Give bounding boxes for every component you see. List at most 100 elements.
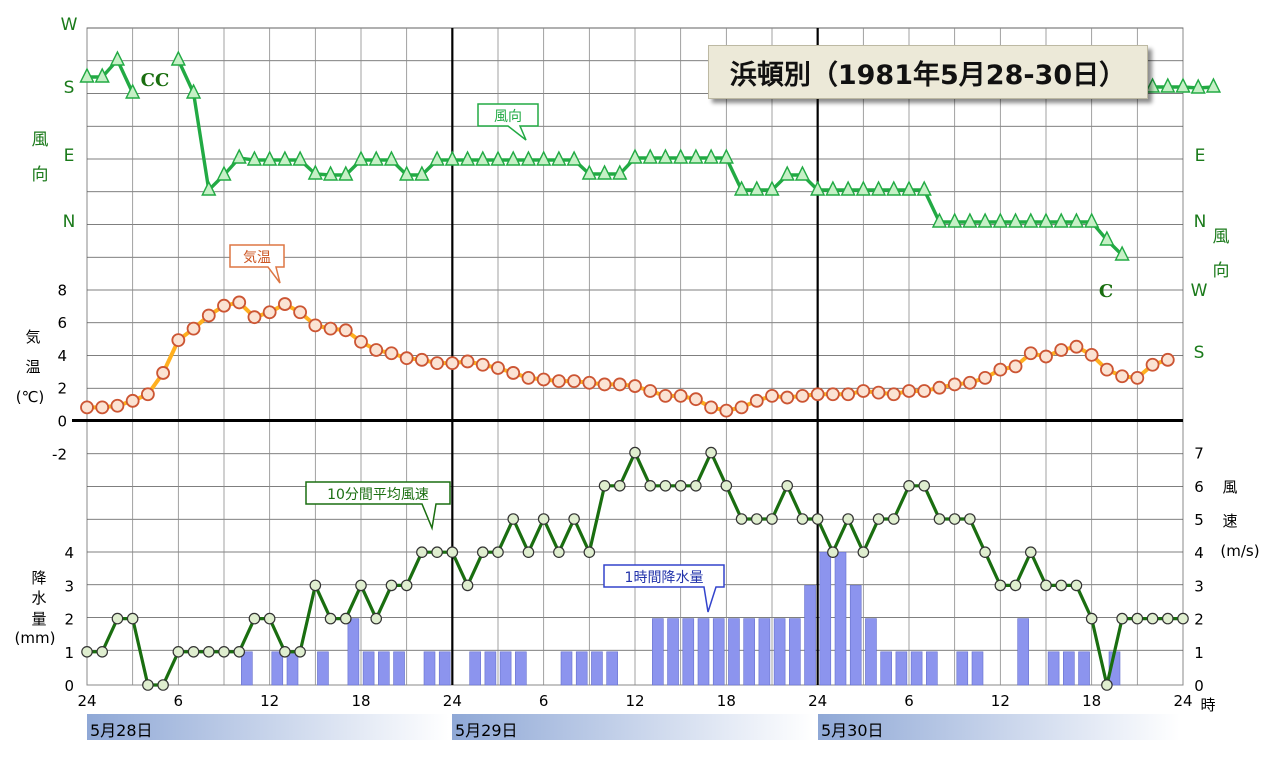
wind-dir-callout: 風向: [477, 103, 539, 141]
wind-speed-point: [1177, 612, 1189, 625]
wind-speed-point: [1101, 679, 1113, 691]
date-band-3: 5月30日: [818, 714, 1180, 740]
precip-bar: [393, 651, 405, 686]
wind-speed-point: [705, 446, 717, 459]
wind-dir-callout-label: 風向: [494, 109, 522, 125]
temperature-point: [1039, 349, 1053, 364]
right-wind-dir-title-1: 風: [1213, 227, 1230, 247]
precip-tick-label: 4: [64, 544, 74, 562]
temperature-point: [658, 388, 673, 403]
precip-bar: [560, 651, 573, 686]
wind-dir-point: [581, 164, 597, 180]
wind-dir-point: [216, 165, 232, 181]
calm-marker-1: CC: [141, 70, 170, 91]
wind-speed-point: [537, 513, 550, 525]
temperature-callout-label: 気温: [243, 250, 271, 266]
wind-speed-point: [355, 579, 367, 592]
precip-bar: [712, 618, 725, 686]
wind-dir-point: [962, 212, 978, 228]
precip-title-2: 水: [31, 589, 46, 607]
x-tick-label: 18: [717, 692, 736, 710]
wind-dir-point: [368, 150, 384, 166]
wind-speed-point: [202, 645, 215, 658]
wind-speed-point: [720, 479, 733, 492]
wind-dir-point: [231, 148, 247, 164]
temperature-point: [506, 366, 521, 380]
temperature-point: [293, 305, 308, 320]
wind-dir-point: [931, 212, 948, 228]
temperature-point: [1069, 339, 1084, 354]
precip-callout: 1時間降水量: [603, 564, 725, 613]
precip-title-3: 量: [31, 610, 46, 628]
temperature-point: [369, 343, 384, 357]
temperature-point: [582, 375, 597, 390]
wind-speed-point: [1024, 546, 1037, 558]
temp-tick-label: 4: [57, 347, 67, 365]
wind-speed-point: [142, 679, 154, 691]
temperature-point: [688, 392, 703, 407]
wind-dir-point: [1114, 245, 1130, 261]
temperature-point: [1054, 343, 1069, 357]
wind-dir-point: [277, 150, 293, 166]
wind-speed-callout: 10分間平均風速: [305, 481, 451, 531]
wind-dir-point: [703, 148, 719, 164]
temperature-point: [902, 384, 916, 398]
chart-title-box: 浜頓別（1981年5月28-30日）: [708, 45, 1148, 99]
wind-dir-point: [916, 180, 932, 196]
precip-bar: [758, 618, 771, 686]
wind-dir-point: [475, 150, 491, 166]
wind-speed-point: [370, 612, 383, 625]
wind-dir-point: [794, 165, 811, 181]
temperature-point: [521, 370, 536, 385]
precip-bar: [789, 618, 801, 686]
x-tick-label: 18: [351, 692, 370, 710]
precip-bar: [910, 651, 923, 686]
wind-dir-point: [262, 150, 278, 166]
precip-bar: [895, 651, 908, 686]
temperature-point: [780, 390, 795, 405]
temperature-point: [917, 384, 932, 398]
precip-tick-label: 0: [64, 677, 74, 695]
temperature-point: [414, 352, 429, 367]
wind-speed-point: [948, 513, 961, 525]
temperature-point: [80, 400, 94, 415]
wind-speed-point: [476, 546, 489, 558]
precip-bar: [1063, 651, 1075, 686]
wind-speed-tick-label: 6: [1194, 478, 1204, 496]
precip-bar: [819, 551, 832, 686]
wind-speed-point: [872, 513, 885, 525]
wind-dir-point: [536, 150, 552, 166]
wind-speed-point: [811, 513, 824, 525]
temperature-point: [491, 361, 505, 375]
temp-tick-label: 6: [57, 314, 67, 332]
precip-bar: [667, 618, 679, 686]
wind-speed-point: [827, 546, 839, 558]
precip-bar: [362, 651, 375, 686]
temperature-point: [430, 356, 445, 371]
x-tick-label: 24: [443, 692, 462, 710]
wind-speed-tick-label: 3: [1194, 577, 1204, 595]
x-tick-label: 24: [1173, 692, 1192, 710]
wind-dir-point: [307, 164, 323, 180]
wind-speed-point: [1070, 579, 1083, 592]
wind-dir-point: [947, 212, 963, 228]
precip-bar: [499, 651, 512, 686]
date-label-3: 5月30日: [821, 721, 884, 740]
x-tick-label: 12: [991, 692, 1010, 710]
temp-title-1: 気: [25, 328, 40, 346]
precip-bar: [971, 651, 984, 686]
wind-speed-point: [1055, 579, 1068, 592]
wind-dir-scale-left: S: [64, 78, 75, 98]
wind-speed-point: [263, 612, 276, 625]
wind-speed-point: [507, 513, 520, 525]
wind-dir-point: [810, 180, 826, 196]
wind-speed-point: [735, 513, 748, 525]
precip-bar: [834, 551, 847, 686]
wind-speed-point: [994, 579, 1007, 592]
wind-dir-point: [825, 180, 841, 196]
precip-bar: [515, 651, 527, 686]
wind-dir-scale-right: N: [1194, 212, 1207, 232]
wind-dir-point: [688, 148, 704, 164]
wind-speed-point: [1161, 612, 1174, 625]
wind-speed-point: [613, 479, 626, 492]
